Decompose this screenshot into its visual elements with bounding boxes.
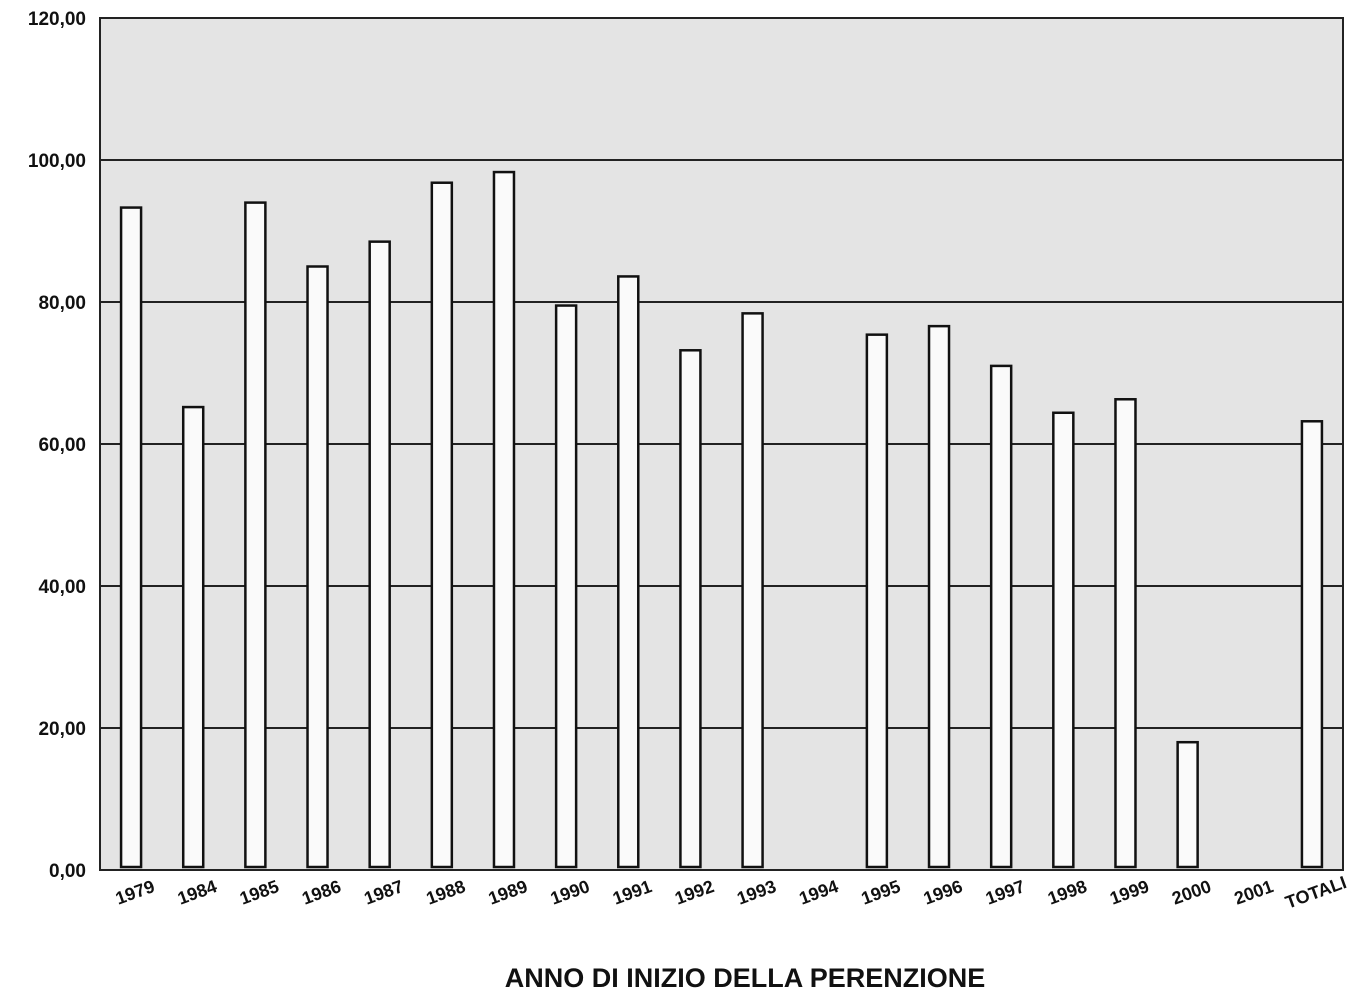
bar	[679, 349, 702, 869]
x-tick-label: 1990	[548, 876, 592, 908]
bar	[1300, 420, 1324, 869]
bar	[1114, 398, 1137, 869]
x-tick-label: TOTALI	[1283, 872, 1349, 912]
bar	[306, 265, 329, 869]
y-axis-ticks: 0,00 20,00 40,00 60,00 80,00 100,00 120,00	[28, 9, 86, 882]
x-tick-label: 1987	[361, 876, 405, 908]
y-tick-label: 20,00	[38, 719, 86, 740]
x-tick-label: 1994	[796, 876, 840, 908]
x-tick-label: 1986	[299, 876, 343, 908]
bar	[244, 201, 267, 869]
x-tick-label: 1988	[424, 876, 468, 908]
x-tick-label: 1995	[859, 876, 903, 908]
x-tick-label: 2000	[1169, 876, 1213, 908]
y-tick-label: 60,00	[38, 435, 86, 456]
x-tick-label: 1996	[921, 876, 965, 908]
bar	[1176, 740, 1199, 869]
bar	[554, 304, 578, 869]
y-tick-label: 80,00	[38, 293, 86, 314]
y-tick-label: 120,00	[28, 9, 86, 30]
bar	[119, 206, 143, 869]
x-tick-label: 1979	[113, 876, 157, 908]
y-tick-label: 40,00	[38, 577, 86, 598]
x-tick-label: 1997	[983, 876, 1027, 908]
x-tick-label: 2001	[1231, 876, 1275, 908]
bar	[927, 324, 951, 869]
x-tick-label: 1991	[610, 876, 654, 908]
bar	[741, 312, 764, 869]
bar	[865, 333, 889, 869]
bar	[989, 364, 1013, 869]
bar	[492, 170, 516, 869]
plot-area	[99, 17, 1344, 871]
y-tick-label: 0,00	[49, 861, 86, 882]
bar	[181, 405, 205, 869]
bar	[617, 275, 640, 869]
bar	[368, 240, 391, 869]
x-axis-label: ANNO DI INIZIO DELLA PERENZIONE	[505, 963, 986, 992]
x-tick-label: 1984	[175, 876, 219, 908]
bars	[119, 170, 1324, 869]
y-tick-label: 100,00	[28, 151, 86, 172]
x-tick-label: 1989	[486, 876, 530, 908]
bar	[430, 181, 454, 869]
x-tick-label: 1992	[672, 876, 716, 908]
x-tick-label: 1999	[1107, 876, 1151, 908]
x-tick-label: 1985	[237, 876, 281, 908]
bar	[1052, 411, 1075, 869]
x-tick-label: 1993	[734, 876, 778, 908]
x-axis-ticks: 1979 1984 1985 1986 1987 1988 1989 1990 1991 1992…	[113, 872, 1349, 912]
x-tick-label: 1998	[1045, 876, 1089, 908]
